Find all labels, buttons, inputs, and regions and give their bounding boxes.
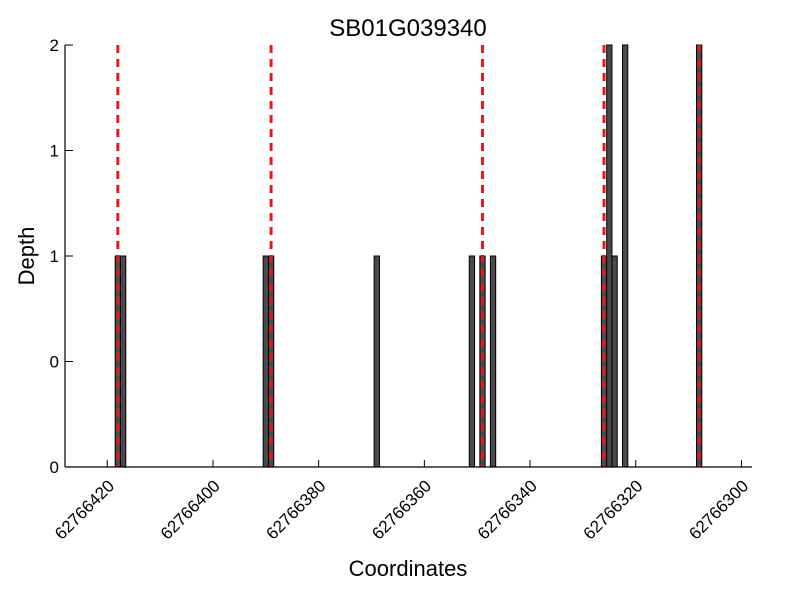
depth-bar xyxy=(468,255,476,468)
y-tick-label: 1 xyxy=(50,142,59,161)
x-tick-label: 62766300 xyxy=(685,476,752,543)
y-tick-label: 2 xyxy=(50,36,59,55)
chart-title: SB01G039340 xyxy=(329,15,486,42)
depth-bar xyxy=(622,44,629,468)
y-axis-ticks: 0 0 1 1 2 xyxy=(50,36,73,477)
x-tick-label: 62766380 xyxy=(263,476,330,543)
x-tick-label: 62766400 xyxy=(157,476,224,543)
depth-bar xyxy=(606,44,613,468)
x-tick-label: 62766340 xyxy=(474,476,541,543)
y-tick-label: 0 xyxy=(50,458,59,477)
depth-bar xyxy=(262,255,269,468)
y-axis-label: Depth xyxy=(14,227,39,286)
x-tick-label: 62766320 xyxy=(580,476,647,543)
depth-bar xyxy=(373,255,380,468)
bars-layer xyxy=(114,44,703,468)
depth-bar xyxy=(119,255,127,468)
x-axis-label: Coordinates xyxy=(349,556,468,581)
depth-bar xyxy=(489,255,497,468)
x-axis-ticks: 62766420 62766400 62766380 62766360 62766340… xyxy=(51,460,752,543)
x-tick-label: 62766360 xyxy=(368,476,435,543)
markers-layer xyxy=(116,45,701,467)
x-tick-label: 62766420 xyxy=(51,476,118,543)
depth-bar xyxy=(611,255,618,468)
y-tick-label: 1 xyxy=(50,247,59,266)
y-tick-label: 0 xyxy=(50,353,59,372)
